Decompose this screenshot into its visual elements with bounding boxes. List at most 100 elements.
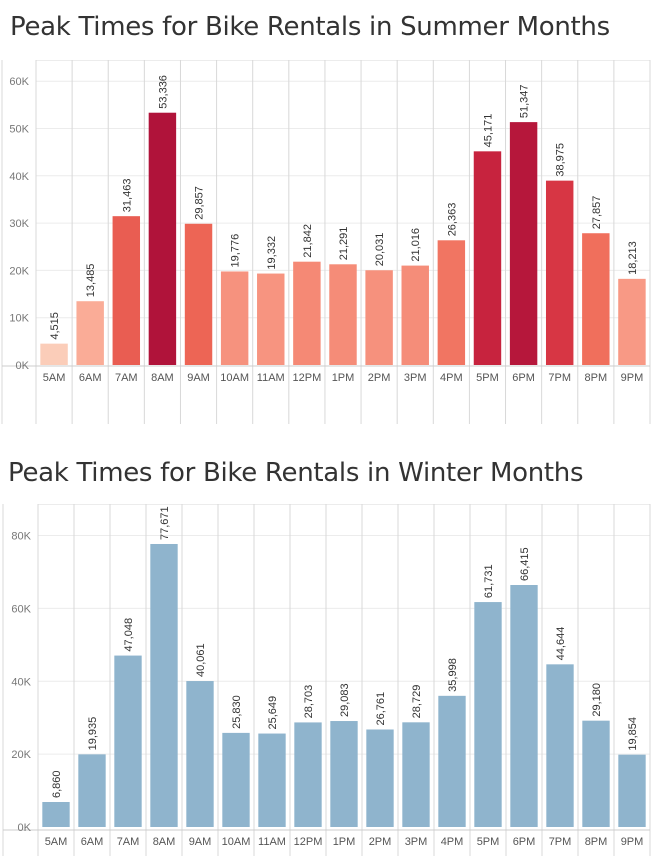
winter-category-label: 7PM xyxy=(549,836,572,848)
summer-bar-9am xyxy=(184,223,213,365)
summer-value-label: 18,213 xyxy=(627,241,639,275)
summer-value-label: 19,776 xyxy=(230,234,242,268)
winter-value-label: 35,998 xyxy=(447,658,459,692)
winter-bar-8pm xyxy=(582,720,610,827)
summer-category-label: 11AM xyxy=(257,372,285,384)
summer-value-label: 51,347 xyxy=(519,84,531,118)
summer-value-label: 20,031 xyxy=(374,233,386,267)
winter-category-label: 4PM xyxy=(441,836,464,848)
summer-value-label: 45,171 xyxy=(482,114,494,148)
summer-bar-6am xyxy=(76,301,104,365)
winter-bar-12pm xyxy=(294,722,322,827)
winter-value-label: 66,415 xyxy=(519,547,531,581)
winter-value-label: 77,671 xyxy=(159,506,171,540)
summer-bar-chart: 0K 10K 20K 30K 40K 50K 60K 4,515 5AM 13,485 6AM 31,… xyxy=(1,60,651,424)
summer-category-label: 6AM xyxy=(79,372,102,384)
summer-category-label: 3PM xyxy=(404,372,427,384)
winter-bar-8am xyxy=(150,543,178,827)
summer-category-label: 7AM xyxy=(115,372,138,384)
winter-bar-1pm xyxy=(330,721,358,827)
summer-category-label: 9PM xyxy=(621,372,644,384)
winter-category-label: 8PM xyxy=(585,836,608,848)
winter-value-label: 44,644 xyxy=(555,627,567,661)
winter-category-label: 12PM xyxy=(294,836,323,848)
summer-category-label: 8PM xyxy=(585,372,608,384)
winter-bar-chart: 0K 20K 40K 60K 80K 6,860 5AM 19,935 6AM 47,048 7AM… xyxy=(2,504,651,856)
winter-value-label: 61,731 xyxy=(483,564,495,598)
winter-value-label: 19,935 xyxy=(87,717,99,751)
winter-bar-4pm xyxy=(438,695,466,827)
summer-y-tick-label: 30K xyxy=(9,218,29,230)
summer-bar-7am xyxy=(112,216,141,365)
summer-y-tick-label: 0K xyxy=(16,360,30,372)
winter-bar-3pm xyxy=(402,722,430,827)
winter-value-label: 29,180 xyxy=(591,683,603,717)
summer-value-label: 13,485 xyxy=(85,264,97,298)
winter-bar-11am xyxy=(258,733,286,827)
summer-bar-1pm xyxy=(329,264,357,365)
winter-value-label: 6,860 xyxy=(51,770,63,798)
summer-y-tick-label: 60K xyxy=(9,76,29,88)
winter-category-label: 11AM xyxy=(258,836,286,848)
winter-category-label: 8AM xyxy=(153,836,176,848)
summer-value-label: 31,463 xyxy=(121,179,133,213)
summer-bar-5am xyxy=(40,343,68,365)
summer-category-label: 6PM xyxy=(512,372,535,384)
winter-y-tick-label: 40K xyxy=(11,676,31,688)
summer-bar-3pm xyxy=(401,265,429,365)
winter-value-label: 47,048 xyxy=(123,618,135,652)
summer-bar-6pm xyxy=(509,122,538,365)
winter-category-label: 3PM xyxy=(405,836,428,848)
winter-y-tick-label: 0K xyxy=(18,822,32,834)
winter-category-label: 6PM xyxy=(513,836,536,848)
winter-bar-6am xyxy=(78,754,106,827)
winter-value-label: 40,061 xyxy=(195,643,207,677)
summer-bar-12pm xyxy=(293,261,321,365)
winter-category-label: 6AM xyxy=(81,836,104,848)
winter-value-label: 28,703 xyxy=(303,685,315,719)
summer-bar-8am xyxy=(148,112,177,365)
summer-value-label: 53,336 xyxy=(157,75,169,109)
winter-bar-5am xyxy=(42,802,70,827)
summer-value-label: 21,016 xyxy=(410,228,422,262)
winter-category-label: 2PM xyxy=(369,836,392,848)
winter-category-label: 9AM xyxy=(189,836,212,848)
summer-category-label: 8AM xyxy=(151,372,174,384)
summer-value-label: 26,363 xyxy=(446,203,458,237)
summer-category-label: 1PM xyxy=(332,372,355,384)
summer-category-label: 2PM xyxy=(368,372,391,384)
summer-value-label: 19,332 xyxy=(266,236,278,270)
summer-category-label: 5PM xyxy=(476,372,499,384)
winter-bar-2pm xyxy=(366,729,394,827)
summer-bar-5pm xyxy=(473,151,502,365)
winter-bar-6pm xyxy=(510,585,538,827)
winter-chart-title: Peak Times for Bike Rentals in Winter Mo… xyxy=(8,458,584,488)
summer-y-tick-label: 20K xyxy=(9,265,29,277)
summer-value-label: 21,291 xyxy=(338,227,350,261)
summer-chart-title: Peak Times for Bike Rentals in Summer Mo… xyxy=(10,12,610,42)
winter-value-label: 25,830 xyxy=(231,695,243,729)
winter-category-label: 7AM xyxy=(117,836,140,848)
summer-y-tick-label: 40K xyxy=(9,171,29,183)
summer-value-label: 21,842 xyxy=(302,224,314,258)
summer-category-label: 10AM xyxy=(220,372,249,384)
winter-value-label: 25,649 xyxy=(267,696,279,730)
winter-category-label: 5PM xyxy=(477,836,500,848)
summer-bar-7pm xyxy=(545,180,574,365)
summer-value-label: 27,857 xyxy=(591,196,603,230)
winter-value-label: 26,761 xyxy=(375,692,387,726)
winter-bar-9am xyxy=(186,681,214,827)
summer-category-label: 9AM xyxy=(187,372,210,384)
winter-y-tick-label: 20K xyxy=(11,749,31,761)
winter-category-label: 9PM xyxy=(621,836,644,848)
winter-bar-10am xyxy=(222,732,250,827)
summer-bar-2pm xyxy=(365,270,393,365)
summer-value-label: 4,515 xyxy=(49,312,61,340)
winter-bar-5pm xyxy=(474,602,502,827)
winter-y-tick-label: 80K xyxy=(11,531,31,543)
summer-category-label: 12PM xyxy=(293,372,322,384)
winter-y-tick-label: 60K xyxy=(11,603,31,615)
summer-bar-11am xyxy=(257,273,285,365)
summer-bar-8pm xyxy=(582,233,610,365)
winter-value-label: 19,854 xyxy=(627,717,639,751)
